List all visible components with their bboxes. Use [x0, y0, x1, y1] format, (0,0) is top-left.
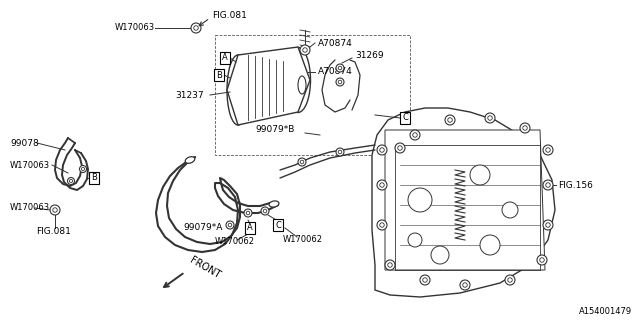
- Circle shape: [194, 26, 198, 30]
- Circle shape: [191, 23, 201, 33]
- Circle shape: [508, 278, 512, 282]
- Polygon shape: [372, 108, 555, 297]
- Text: A70874: A70874: [318, 68, 353, 76]
- Text: FIG.081: FIG.081: [212, 11, 247, 20]
- Circle shape: [543, 145, 553, 155]
- Text: W170063: W170063: [10, 203, 50, 212]
- Circle shape: [81, 167, 84, 171]
- Circle shape: [546, 148, 550, 152]
- Circle shape: [263, 209, 267, 213]
- Ellipse shape: [185, 157, 195, 163]
- Circle shape: [338, 80, 342, 84]
- Text: C: C: [275, 220, 281, 229]
- Text: 99079*A: 99079*A: [183, 222, 222, 231]
- Text: A: A: [247, 223, 253, 233]
- Circle shape: [246, 211, 250, 215]
- Text: W170063: W170063: [10, 161, 50, 170]
- Text: A70874: A70874: [318, 38, 353, 47]
- Circle shape: [395, 143, 405, 153]
- Ellipse shape: [227, 55, 249, 125]
- Circle shape: [431, 246, 449, 264]
- Circle shape: [226, 221, 234, 229]
- Ellipse shape: [285, 47, 310, 113]
- Circle shape: [261, 207, 269, 215]
- Circle shape: [298, 158, 306, 166]
- Circle shape: [300, 45, 310, 55]
- Circle shape: [445, 115, 455, 125]
- Circle shape: [505, 275, 515, 285]
- Circle shape: [413, 133, 417, 137]
- Text: 31237: 31237: [175, 91, 204, 100]
- Circle shape: [420, 275, 430, 285]
- Text: B: B: [91, 173, 97, 182]
- Text: FRONT: FRONT: [188, 255, 222, 281]
- Ellipse shape: [298, 76, 306, 94]
- Text: FIG.081: FIG.081: [36, 228, 71, 236]
- Polygon shape: [385, 130, 545, 270]
- Circle shape: [300, 160, 304, 164]
- Circle shape: [228, 223, 232, 227]
- Circle shape: [52, 208, 57, 212]
- Circle shape: [338, 66, 342, 70]
- Circle shape: [546, 223, 550, 227]
- Text: 31269: 31269: [355, 51, 383, 60]
- Circle shape: [523, 126, 527, 130]
- Circle shape: [336, 148, 344, 156]
- Circle shape: [470, 165, 490, 185]
- Circle shape: [397, 146, 403, 150]
- Circle shape: [480, 235, 500, 255]
- Circle shape: [377, 180, 387, 190]
- Text: FIG.156: FIG.156: [558, 180, 593, 189]
- Circle shape: [50, 205, 60, 215]
- Circle shape: [423, 278, 428, 282]
- Circle shape: [67, 178, 74, 185]
- Text: B: B: [216, 70, 222, 79]
- Polygon shape: [227, 47, 310, 125]
- Text: 99079*B: 99079*B: [255, 125, 294, 134]
- Circle shape: [385, 260, 395, 270]
- Circle shape: [303, 48, 307, 52]
- Circle shape: [543, 180, 553, 190]
- Bar: [215, 35, 410, 155]
- Circle shape: [546, 183, 550, 187]
- Circle shape: [377, 145, 387, 155]
- Circle shape: [336, 78, 344, 86]
- Circle shape: [463, 283, 467, 287]
- Circle shape: [338, 150, 342, 154]
- Circle shape: [408, 188, 432, 212]
- Ellipse shape: [269, 201, 279, 207]
- Circle shape: [543, 220, 553, 230]
- Circle shape: [488, 116, 492, 120]
- Circle shape: [377, 220, 387, 230]
- Circle shape: [380, 223, 384, 227]
- Circle shape: [388, 263, 392, 267]
- Circle shape: [380, 148, 384, 152]
- Circle shape: [380, 183, 384, 187]
- Text: W170062: W170062: [283, 236, 323, 244]
- Circle shape: [537, 255, 547, 265]
- Text: C: C: [402, 114, 408, 123]
- Circle shape: [336, 64, 344, 72]
- Circle shape: [460, 280, 470, 290]
- Circle shape: [410, 130, 420, 140]
- Text: W170062: W170062: [215, 237, 255, 246]
- Circle shape: [244, 209, 252, 217]
- Circle shape: [448, 118, 452, 122]
- Text: A: A: [222, 53, 228, 62]
- Text: 99078: 99078: [10, 139, 39, 148]
- Circle shape: [69, 180, 72, 183]
- Circle shape: [485, 113, 495, 123]
- Text: A154001479: A154001479: [579, 308, 632, 316]
- Text: W170063: W170063: [115, 23, 155, 33]
- Circle shape: [408, 233, 422, 247]
- Circle shape: [79, 165, 86, 172]
- Circle shape: [502, 202, 518, 218]
- Circle shape: [520, 123, 530, 133]
- Circle shape: [540, 258, 544, 262]
